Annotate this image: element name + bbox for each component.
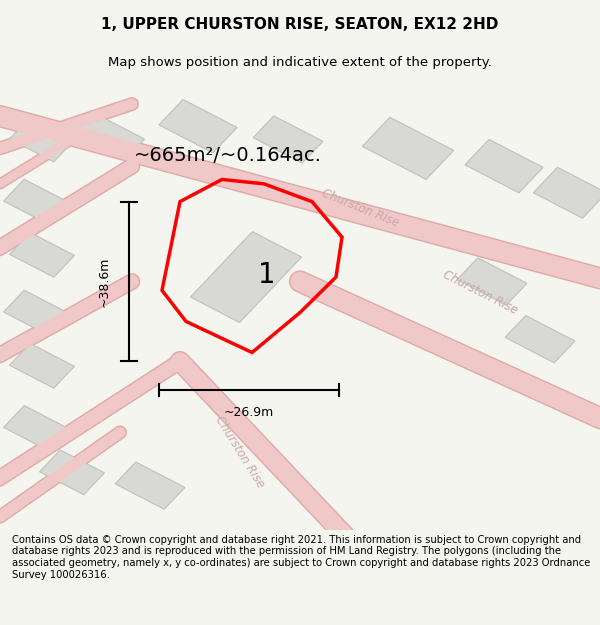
- Text: Map shows position and indicative extent of the property.: Map shows position and indicative extent…: [108, 56, 492, 69]
- Bar: [4, 290, 68, 335]
- Bar: [115, 462, 185, 509]
- Bar: [362, 118, 454, 179]
- Text: Churston Rise: Churston Rise: [319, 187, 401, 230]
- Bar: [253, 116, 323, 163]
- Text: ~38.6m: ~38.6m: [97, 256, 110, 307]
- Text: Churston Rise: Churston Rise: [440, 268, 520, 317]
- Bar: [533, 168, 600, 218]
- Text: Contains OS data © Crown copyright and database right 2021. This information is : Contains OS data © Crown copyright and d…: [12, 535, 590, 579]
- Bar: [10, 117, 74, 162]
- Bar: [40, 450, 104, 494]
- Bar: [457, 258, 527, 305]
- Bar: [465, 139, 543, 193]
- Text: 1: 1: [258, 261, 276, 289]
- Bar: [10, 232, 74, 278]
- Text: ~26.9m: ~26.9m: [224, 406, 274, 419]
- Text: ~665m²/~0.164ac.: ~665m²/~0.164ac.: [134, 146, 322, 164]
- Bar: [4, 179, 68, 224]
- Text: Churston Rise: Churston Rise: [213, 414, 267, 491]
- Bar: [159, 99, 237, 153]
- Text: 1, UPPER CHURSTON RISE, SEATON, EX12 2HD: 1, UPPER CHURSTON RISE, SEATON, EX12 2HD: [101, 17, 499, 32]
- Bar: [190, 232, 302, 322]
- Bar: [4, 406, 68, 450]
- Bar: [71, 111, 145, 159]
- Bar: [505, 316, 575, 363]
- Bar: [10, 344, 74, 388]
